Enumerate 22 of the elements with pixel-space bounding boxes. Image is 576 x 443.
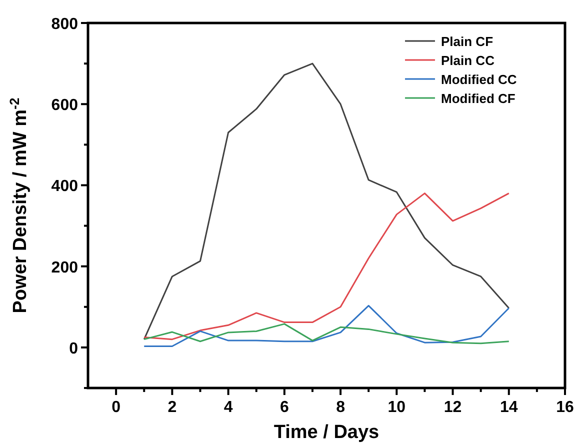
x-tick-label: 14 [500, 399, 518, 416]
legend-label: Modified CC [441, 72, 518, 87]
y-tick-label: 0 [69, 340, 78, 358]
line-series [143, 323, 510, 344]
legend-label: Plain CC [441, 53, 496, 68]
x-tick-label: 4 [224, 399, 233, 416]
y-tick-label: 400 [51, 178, 78, 196]
legend-label: Modified CF [441, 91, 516, 106]
y-tick-label: 800 [51, 16, 78, 33]
x-tick-label: 6 [280, 399, 289, 416]
x-tick-label: 0 [112, 399, 121, 416]
x-tick-label: 12 [444, 399, 462, 416]
y-tick-label: 600 [51, 97, 78, 114]
line-series [143, 304, 510, 347]
line-series [143, 192, 510, 340]
y-tick-label: 200 [51, 259, 78, 276]
x-tick-label: 16 [556, 399, 574, 416]
x-axis-title: Time / Days [274, 422, 380, 443]
x-tick-label: 2 [168, 399, 177, 416]
legend-label: Plain CF [441, 34, 494, 49]
x-tick-label: 10 [388, 399, 406, 416]
x-tick-label: 8 [336, 399, 346, 416]
